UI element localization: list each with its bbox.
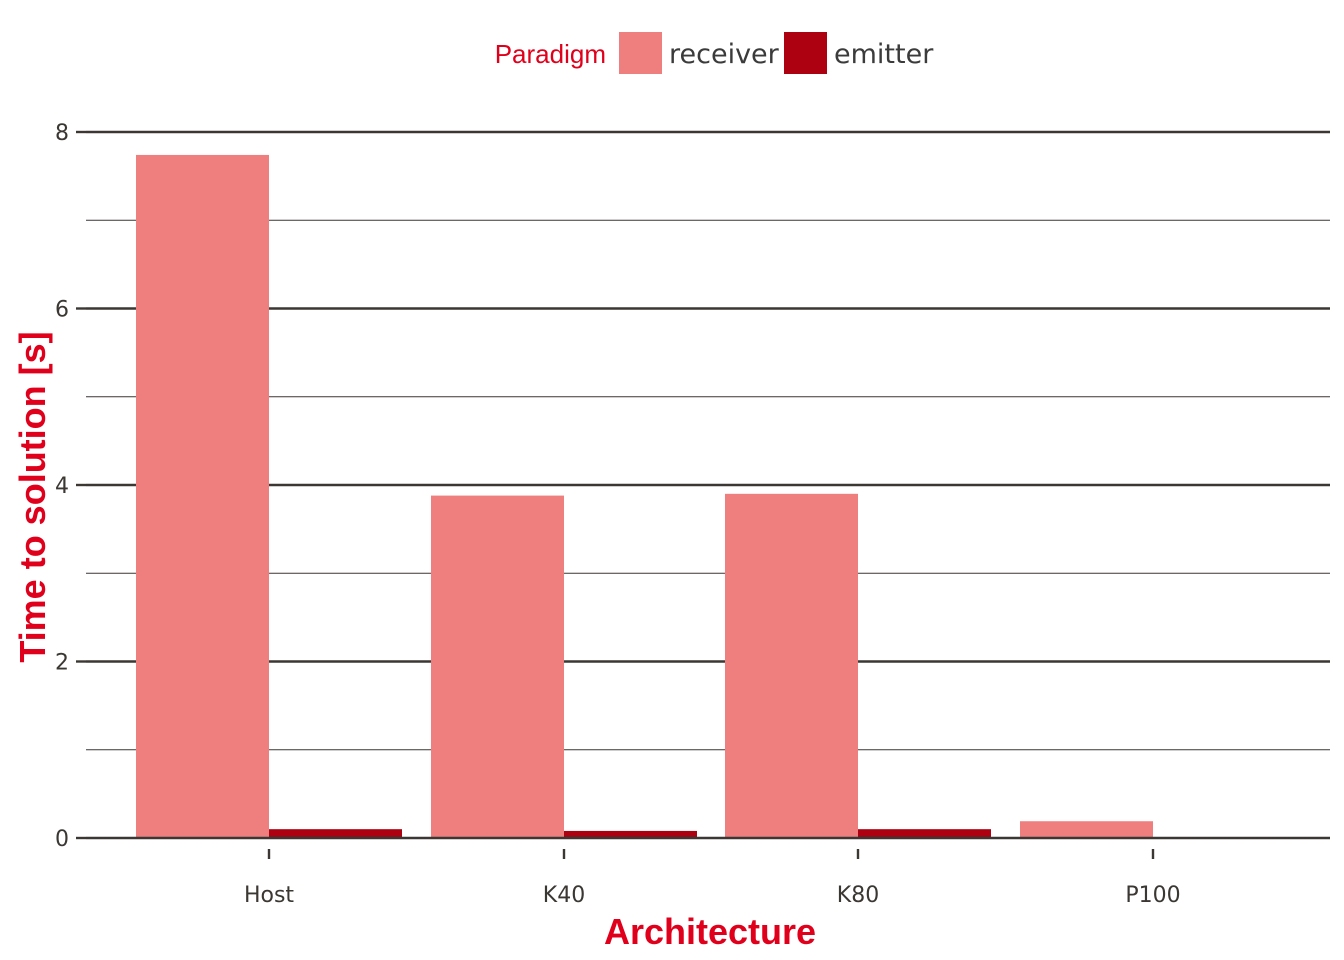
x-axis-title: Architecture <box>604 911 816 952</box>
y-axis-title: Time to solution [s] <box>12 331 53 662</box>
x-tick-label: P100 <box>1125 883 1180 908</box>
bar-emitter-k80 <box>858 829 991 838</box>
bar-emitter-host <box>269 829 402 838</box>
legend-key-receiver <box>619 32 662 74</box>
bars <box>136 154 1286 838</box>
legend: Paradigm receiver emitter <box>495 32 934 74</box>
bar-emitter-k40 <box>564 830 697 838</box>
legend-items: receiver emitter <box>619 32 934 74</box>
axes: 0 2 4 6 8 Host K40 K80 P100 <box>55 121 1330 908</box>
x-tick-label: K40 <box>543 883 585 908</box>
y-tick-label: 4 <box>55 474 69 499</box>
y-tick-label: 0 <box>55 827 69 852</box>
bar-receiver-k40 <box>431 495 564 838</box>
bar-receiver-k80 <box>725 493 858 838</box>
y-tick-label: 6 <box>55 298 69 323</box>
bar-receiver-p100 <box>1020 821 1153 838</box>
legend-label-emitter: emitter <box>834 39 934 70</box>
y-tick-label: 2 <box>55 651 69 676</box>
grid-lines <box>86 130 1330 751</box>
legend-key-emitter <box>784 32 827 74</box>
legend-title: Paradigm <box>495 39 606 69</box>
x-tick-label: Host <box>244 883 294 908</box>
legend-label-receiver: receiver <box>669 39 780 70</box>
y-tick-label: 8 <box>55 121 69 146</box>
x-tick-label: K80 <box>837 883 879 908</box>
bar-receiver-host <box>136 154 269 838</box>
